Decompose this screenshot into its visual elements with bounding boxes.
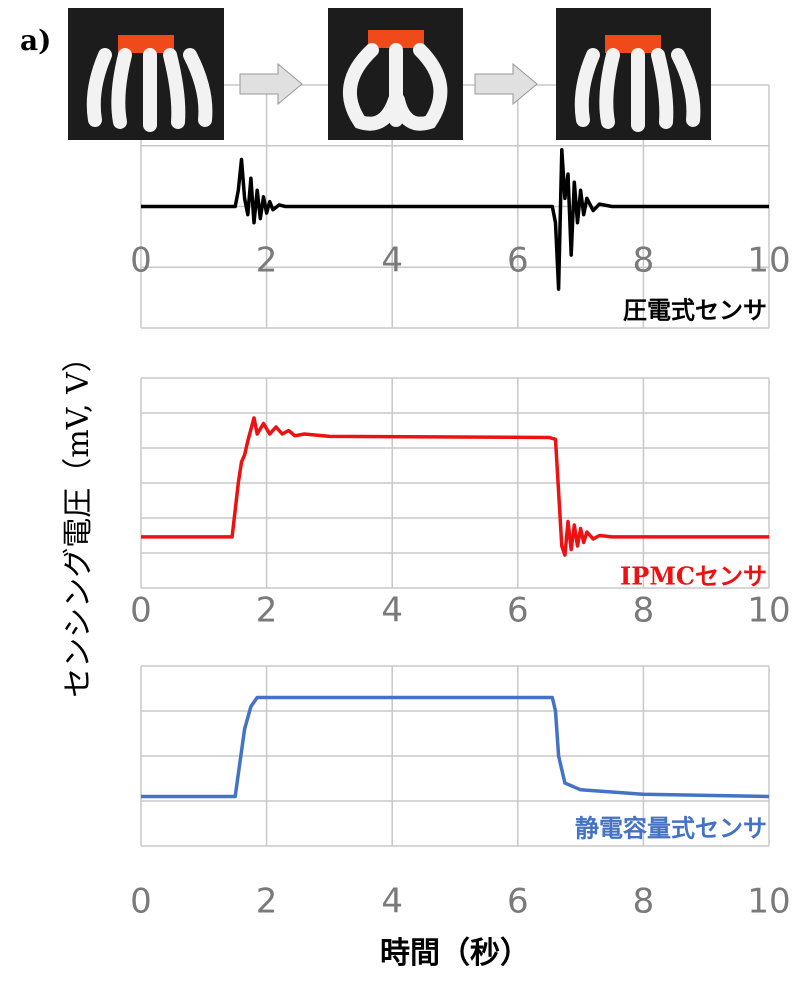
x-tick-label: 6	[507, 882, 529, 922]
series-line	[141, 150, 769, 289]
series-line	[141, 698, 769, 797]
arrow	[240, 64, 302, 104]
x-tick-label: 10	[747, 882, 790, 922]
series-label: 圧電式センサ	[623, 296, 767, 325]
series-label: IPMCセンサ	[620, 562, 767, 591]
photo-strip	[68, 8, 711, 140]
x-tick-label: 0	[130, 591, 152, 631]
x-tick-label: 2	[256, 591, 278, 631]
x-tick-label: 0	[130, 241, 152, 281]
series-line	[141, 418, 769, 555]
x-tick-label: 2	[256, 882, 278, 922]
x-tick-label: 8	[633, 241, 655, 281]
x-tick-label: 4	[381, 241, 403, 281]
figure: 0246810圧電式センサ0246810IPMCセンサ0246810静電容量式セ…	[0, 0, 794, 981]
x-tick-label: 6	[507, 591, 529, 631]
x-tick-label: 8	[633, 882, 655, 922]
x-tick-label: 10	[747, 241, 790, 281]
x-tick-label: 2	[256, 241, 278, 281]
x-tick-label: 4	[381, 591, 403, 631]
x-tick-label: 4	[381, 882, 403, 922]
x-tick-label: 10	[747, 591, 790, 631]
y-axis-label: センシング電圧（mV, V）	[61, 342, 96, 698]
x-tick-label: 8	[633, 591, 655, 631]
panel-label: a)	[20, 24, 51, 57]
x-tick-label: 0	[130, 882, 152, 922]
x-tick-label: 6	[507, 241, 529, 281]
series-label: 静電容量式センサ	[575, 814, 767, 843]
x-axis-label: 時間（秒）	[380, 936, 530, 971]
arrow	[475, 64, 537, 104]
